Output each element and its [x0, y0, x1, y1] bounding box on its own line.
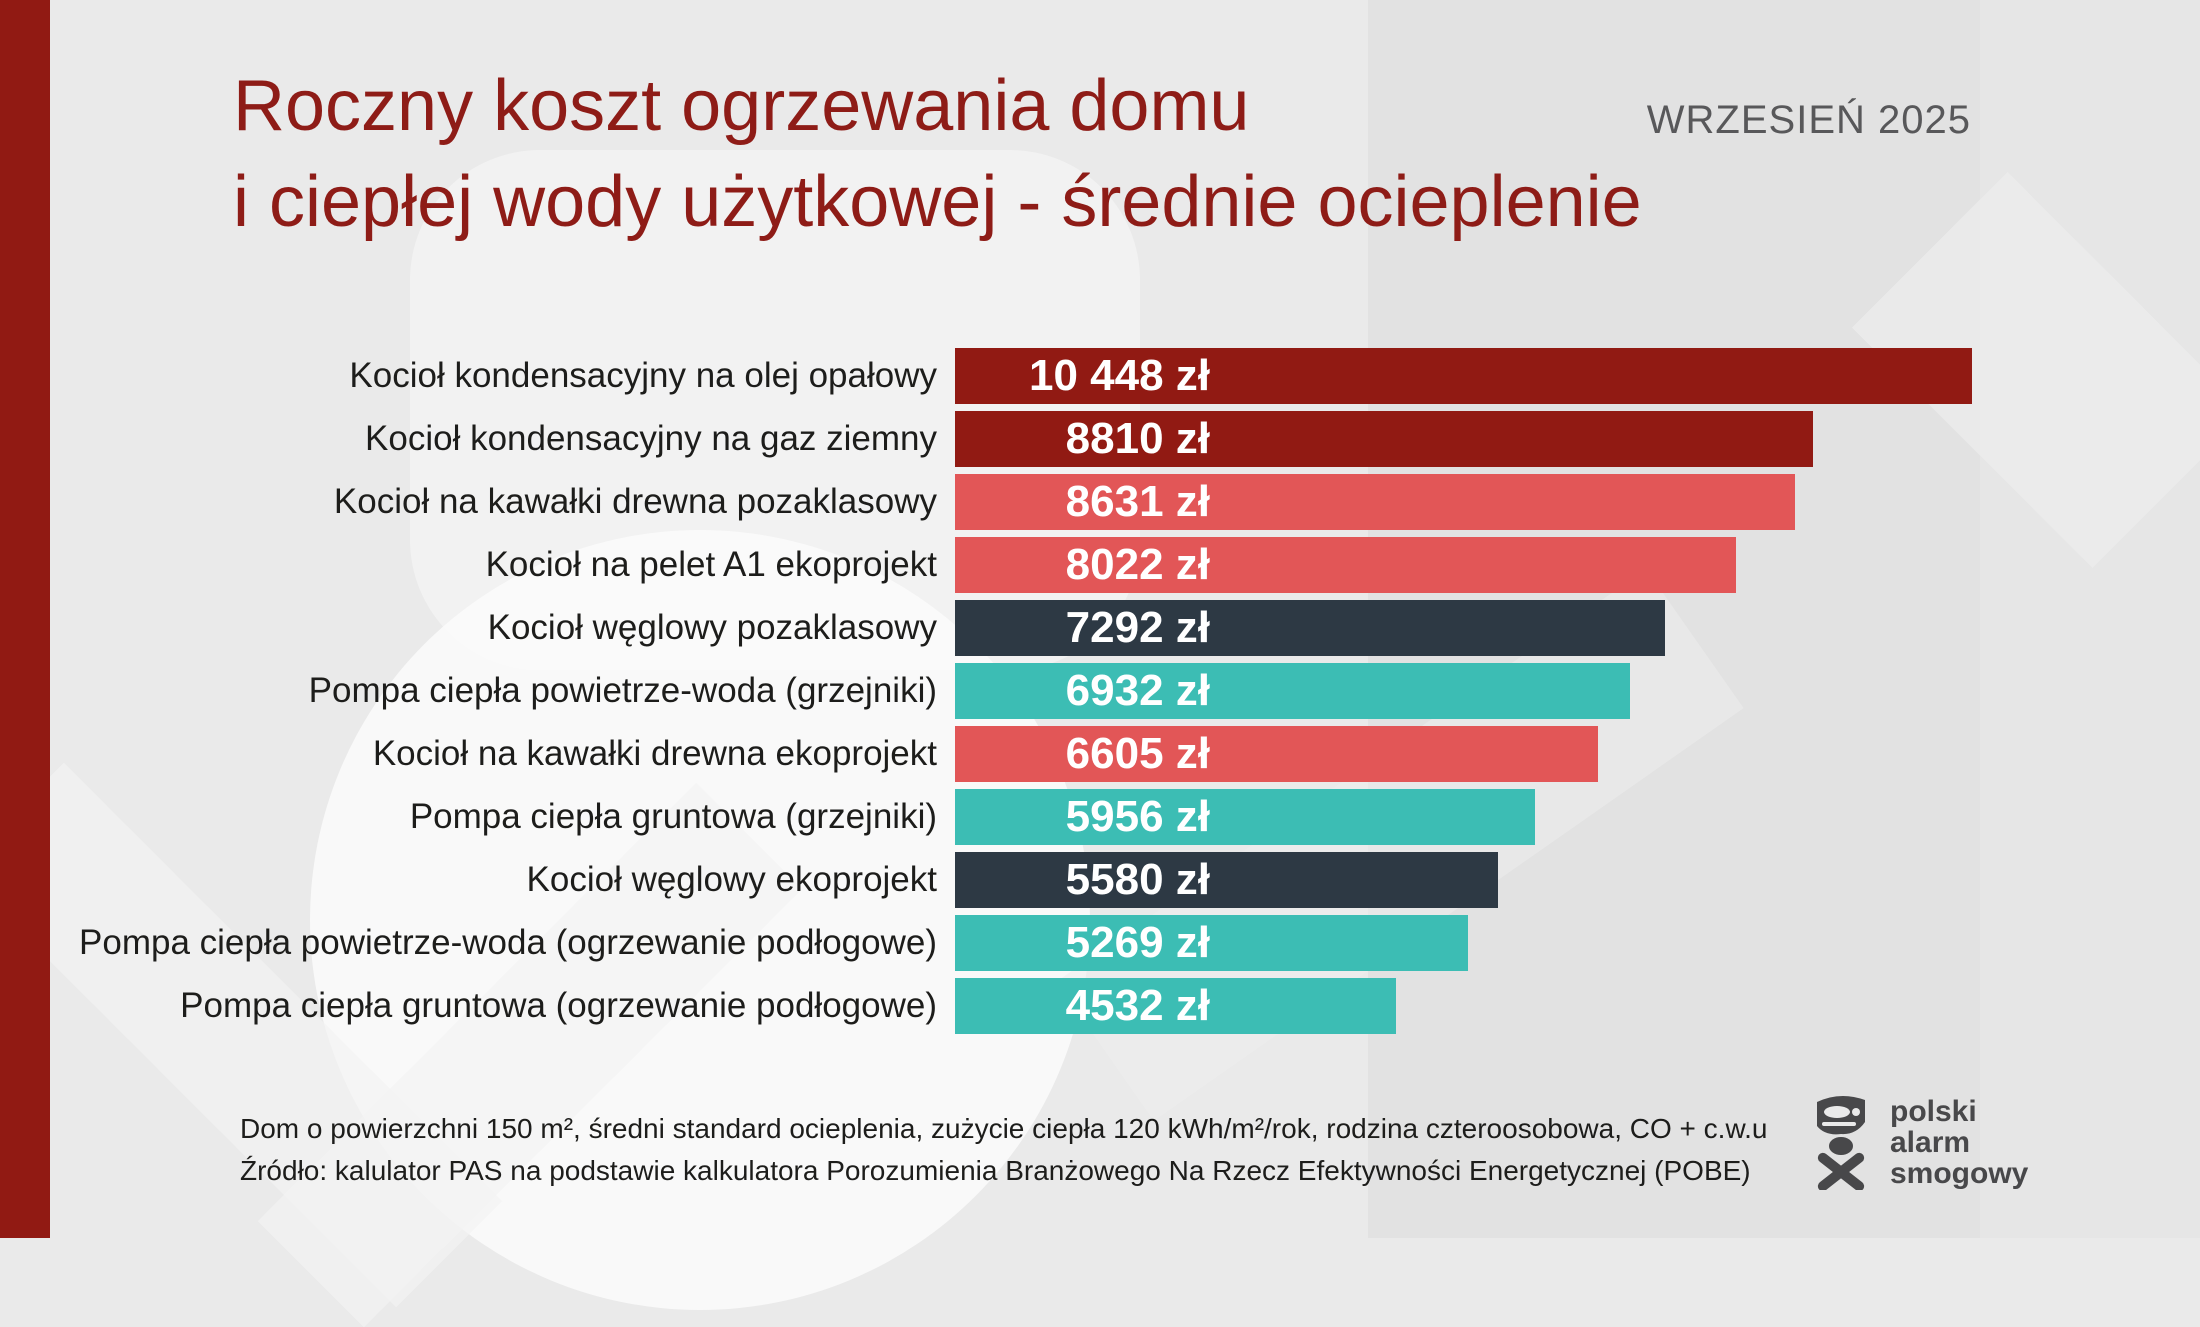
bar-row: Pompa ciepła gruntowa (ogrzewanie podłog… [0, 978, 2200, 1034]
bar-value: 5956 zł [1065, 792, 1210, 841]
bar-row: Pompa ciepła powietrze-woda (ogrzewanie … [0, 915, 2200, 971]
skull-crossbones-icon [1817, 1095, 1865, 1190]
bar-value: 6932 zł [1065, 666, 1210, 715]
bar-label: Kocioł węglowy pozaklasowy [487, 608, 937, 647]
logo-line-2: alarm [1890, 1125, 1971, 1159]
date-label: WRZESIEŃ 2025 [1646, 98, 1971, 142]
bar-row: Kocioł kondensacyjny na gaz ziemny 8810 … [0, 411, 2200, 467]
bar: 6932 zł [955, 663, 1630, 719]
title-line-1: Roczny koszt ogrzewania domu [233, 66, 1250, 146]
bar-label: Kocioł na pelet A1 ekoprojekt [485, 545, 937, 584]
bar-label: Kocioł kondensacyjny na olej opałowy [349, 356, 937, 395]
bar-label: Pompa ciepła powietrze-woda (ogrzewanie … [79, 923, 937, 962]
bar-value: 8810 zł [1065, 414, 1210, 463]
bar: 4532 zł [955, 978, 1396, 1034]
bar: 7292 zł [955, 600, 1665, 656]
logo-text: polski alarm smogowy [1890, 1096, 2028, 1189]
chart-title: Roczny koszt ogrzewania domu i ciepłej wo… [233, 58, 1642, 250]
bar: 8022 zł [955, 537, 1736, 593]
bar: 5269 zł [955, 915, 1468, 971]
bar-value: 4532 zł [1065, 981, 1210, 1030]
logo: polski alarm smogowy [1812, 1094, 2028, 1190]
bar: 10 448 zł [955, 348, 1972, 404]
bar-chart: Kocioł kondensacyjny na olej opałowy 10 … [0, 348, 2200, 1034]
bar-label: Pompa ciepła powietrze-woda (grzejniki) [308, 671, 937, 710]
footnote-line-2: Źródło: kalulator PAS na podstawie kalku… [240, 1155, 1751, 1186]
logo-line-1: polski [1890, 1094, 1977, 1128]
bar: 8631 zł [955, 474, 1795, 530]
bar-value: 7292 zł [1065, 603, 1210, 652]
bar-value: 6605 zł [1065, 729, 1210, 778]
bar-value: 8631 zł [1065, 477, 1210, 526]
logo-line-3: smogowy [1890, 1156, 2029, 1190]
bar-row: Pompa ciepła gruntowa (grzejniki) 5956 z… [0, 789, 2200, 845]
bar-row: Kocioł węglowy ekoprojekt 5580 zł [0, 852, 2200, 908]
bar-label: Pompa ciepła gruntowa (ogrzewanie podłog… [180, 986, 937, 1025]
bar-label: Kocioł na kawałki drewna ekoprojekt [372, 734, 937, 773]
title-line-2: i ciepłej wody użytkowej - średnie ociep… [233, 162, 1642, 242]
bar-label: Kocioł na kawałki drewna pozaklasowy [333, 482, 937, 521]
bar-row: Kocioł na kawałki drewna ekoprojekt 6605… [0, 726, 2200, 782]
bar-value: 5269 zł [1065, 918, 1210, 967]
bar-row: Kocioł węglowy pozaklasowy 7292 zł [0, 600, 2200, 656]
bar: 8810 zł [955, 411, 1813, 467]
bar-label: Kocioł węglowy ekoprojekt [526, 860, 937, 899]
bar-row: Kocioł na kawałki drewna pozaklasowy 863… [0, 474, 2200, 530]
left-accent-stripe [0, 0, 50, 1238]
bar-value: 10 448 zł [1028, 351, 1210, 400]
bar-row: Kocioł na pelet A1 ekoprojekt 8022 zł [0, 537, 2200, 593]
bar: 5580 zł [955, 852, 1498, 908]
footnote-line-1: Dom o powierzchni 150 m², średni standar… [240, 1113, 1768, 1144]
bar-value: 8022 zł [1065, 540, 1210, 589]
bar-label: Pompa ciepła gruntowa (grzejniki) [409, 797, 937, 836]
bar: 6605 zł [955, 726, 1598, 782]
bar-row: Pompa ciepła powietrze-woda (grzejniki) … [0, 663, 2200, 719]
bar-value: 5580 zł [1065, 855, 1210, 904]
bar-row: Kocioł kondensacyjny na olej opałowy 10 … [0, 348, 2200, 404]
footnote: Dom o powierzchni 150 m², średni standar… [240, 1108, 1767, 1192]
bar: 5956 zł [955, 789, 1535, 845]
bar-label: Kocioł kondensacyjny na gaz ziemny [365, 419, 937, 458]
